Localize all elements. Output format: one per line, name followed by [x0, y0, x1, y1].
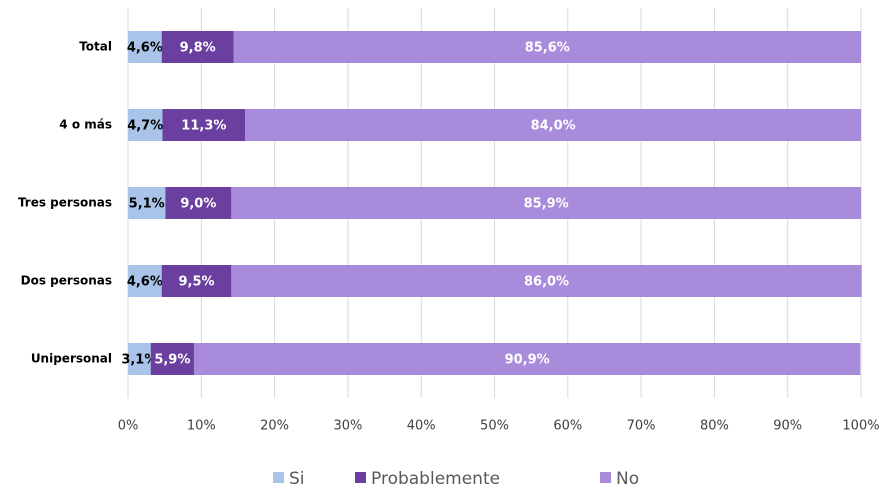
x-tick-label: 90% — [773, 419, 802, 434]
category-label: Tres personas — [18, 196, 112, 210]
category-label: Dos personas — [21, 274, 112, 288]
data-label: 85,9% — [524, 197, 569, 212]
x-tick-label: 40% — [407, 419, 436, 434]
bar-segment — [161, 31, 234, 63]
bar-segment — [161, 265, 232, 297]
category-label: Total — [79, 40, 112, 54]
legend-label: Probablemente — [371, 469, 500, 488]
x-tick-label: 100% — [842, 419, 879, 434]
data-label: 85,6% — [525, 41, 570, 56]
data-label: 90,9% — [505, 353, 550, 368]
bar-segment — [165, 187, 232, 219]
legend-label: Si — [289, 469, 305, 488]
bar-segment — [233, 31, 861, 63]
category-label: Unipersonal — [31, 352, 112, 366]
x-tick-label: 30% — [333, 419, 362, 434]
legend-swatch — [600, 472, 611, 483]
data-label: 5,9% — [154, 353, 190, 368]
legend-label: No — [616, 469, 639, 488]
x-tick-label: 70% — [627, 419, 656, 434]
bar-segment — [231, 187, 861, 219]
data-label: 3,1% — [121, 353, 157, 368]
bar-segment — [128, 31, 162, 63]
category-label: 4 o más — [59, 118, 112, 132]
x-tick-label: 10% — [187, 419, 216, 434]
data-label: 4,6% — [127, 275, 163, 290]
bar-segment — [245, 109, 861, 141]
bar-segment — [128, 187, 166, 219]
bar-segment — [231, 265, 862, 297]
x-tick-label: 0% — [118, 419, 139, 434]
x-tick-label: 80% — [700, 419, 729, 434]
x-tick-label: 50% — [480, 419, 509, 434]
data-label: 11,3% — [181, 119, 226, 134]
bar-segment — [128, 109, 163, 141]
bar-segment — [150, 343, 194, 375]
data-label: 9,0% — [180, 197, 216, 212]
data-label: 9,5% — [179, 275, 215, 290]
x-tick-label: 60% — [553, 419, 582, 434]
data-label: 9,8% — [180, 41, 216, 56]
data-label: 4,7% — [127, 119, 163, 134]
legend-swatch — [355, 472, 366, 483]
bar-segment — [128, 343, 151, 375]
data-label: 86,0% — [524, 275, 569, 290]
x-tick-label: 20% — [260, 419, 289, 434]
bar-segment — [162, 109, 246, 141]
data-label: 84,0% — [531, 119, 576, 134]
data-label: 4,6% — [127, 41, 163, 56]
bar-segment — [128, 265, 162, 297]
data-label: 5,1% — [129, 197, 165, 212]
bar-segment — [193, 343, 861, 375]
legend-swatch — [273, 472, 284, 483]
